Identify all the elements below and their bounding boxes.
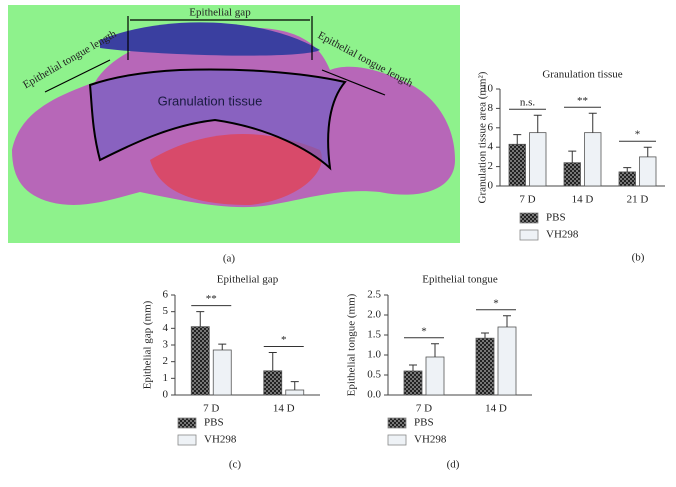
legend-swatch (519, 212, 539, 224)
y-axis-label: Granulation tissue area (mm²) (477, 71, 489, 203)
x-tick-label: 14 D (273, 403, 295, 415)
bar (425, 356, 445, 396)
bar (584, 132, 602, 187)
bar (618, 171, 636, 187)
bar (508, 143, 526, 187)
y-tick-label: 0.5 (367, 369, 381, 381)
legend-label: VH298 (546, 229, 579, 241)
y-tick-label: 8 (488, 102, 494, 114)
panel-label: (c) (229, 459, 242, 471)
error-bar (588, 112, 597, 133)
y-tick-label: 2 (488, 160, 494, 172)
error-bar (290, 381, 299, 390)
y-tick-label: 0.0 (367, 389, 381, 401)
significance-label: ** (577, 95, 588, 107)
legend-swatch (177, 434, 197, 446)
y-tick-label: 2 (163, 355, 169, 367)
bar (263, 370, 283, 396)
y-tick-label: 0 (488, 180, 494, 192)
legend-label: VH298 (414, 434, 447, 446)
legend-swatch (387, 417, 407, 429)
y-tick-label: 3 (163, 339, 169, 351)
y-tick-label: 6 (488, 121, 494, 133)
legend-swatch (519, 229, 539, 241)
tongue-arrow (44, 59, 111, 93)
legend-swatch (177, 417, 197, 429)
error-bar (218, 343, 227, 350)
significance-label: * (281, 334, 287, 346)
y-tick-label: 0 (163, 389, 169, 401)
significance-label: * (421, 325, 427, 337)
error-bar (268, 352, 277, 371)
y-axis-label: Epithelial gap (mm) (142, 300, 154, 389)
bar (285, 389, 305, 396)
x-tick-label: 14 D (572, 194, 594, 206)
error-bar (196, 311, 205, 327)
error-bar (503, 315, 511, 327)
y-axis-label: Epithelial tongue (mm) (346, 293, 358, 396)
y-tick-label: 1.0 (367, 349, 381, 361)
legend-label: VH298 (204, 434, 237, 446)
chart-title: Granulation tissue (542, 69, 622, 81)
y-tick-label: 4 (163, 322, 169, 334)
error-bar (409, 364, 417, 371)
y-tick-label: 5 (163, 305, 169, 317)
legend-label: PBS (204, 417, 224, 429)
y-tick-label: 6 (163, 289, 169, 301)
bar (403, 370, 423, 396)
panel-label: (b) (632, 252, 645, 264)
x-tick-label: 7 D (416, 403, 432, 415)
significance-label: n.s. (520, 97, 536, 109)
significance-label: ** (206, 293, 217, 305)
x-tick-label: 21 D (627, 194, 649, 206)
significance-label: * (635, 129, 641, 141)
error-bar (481, 332, 489, 339)
image-label: Granulation tissue (158, 93, 263, 108)
legend-swatch (387, 434, 407, 446)
error-bar (513, 134, 522, 145)
bar (212, 349, 232, 396)
image-label: Epithelial gap (189, 7, 251, 19)
histology-image: Epithelial gap Epithelial tongue length … (8, 5, 460, 265)
panel-label: (d) (447, 459, 460, 471)
x-tick-label: 7 D (203, 403, 219, 415)
granulation-outline (88, 68, 347, 171)
error-bar (623, 167, 632, 172)
x-tick-label: 7 D (519, 194, 535, 206)
chart-title: Epithelial gap (217, 274, 279, 286)
significance-label: * (493, 297, 499, 309)
tongue-arrow (321, 69, 386, 96)
error-bar (533, 114, 542, 133)
legend-label: PBS (414, 417, 434, 429)
y-tick-label: 4 (488, 141, 494, 153)
legend-label: PBS (546, 212, 566, 224)
y-tick-label: 2.0 (367, 309, 381, 321)
bar (639, 156, 657, 187)
bar (529, 132, 547, 187)
y-tick-label: 2.5 (367, 289, 381, 301)
panel-label: (a) (223, 253, 236, 265)
x-tick-label: 14 D (485, 403, 507, 415)
y-tick-label: 1.5 (367, 329, 381, 341)
tissue-top (100, 22, 320, 56)
error-bar (568, 150, 577, 163)
error-bar (643, 146, 652, 157)
bar (190, 326, 210, 396)
bar (475, 337, 495, 396)
bar (497, 326, 517, 396)
chart-title: Epithelial tongue (422, 274, 498, 286)
bar (563, 162, 581, 187)
y-tick-label: 10 (482, 83, 494, 95)
error-bar (431, 343, 439, 357)
muscle (150, 133, 322, 205)
y-tick-label: 1 (163, 372, 169, 384)
